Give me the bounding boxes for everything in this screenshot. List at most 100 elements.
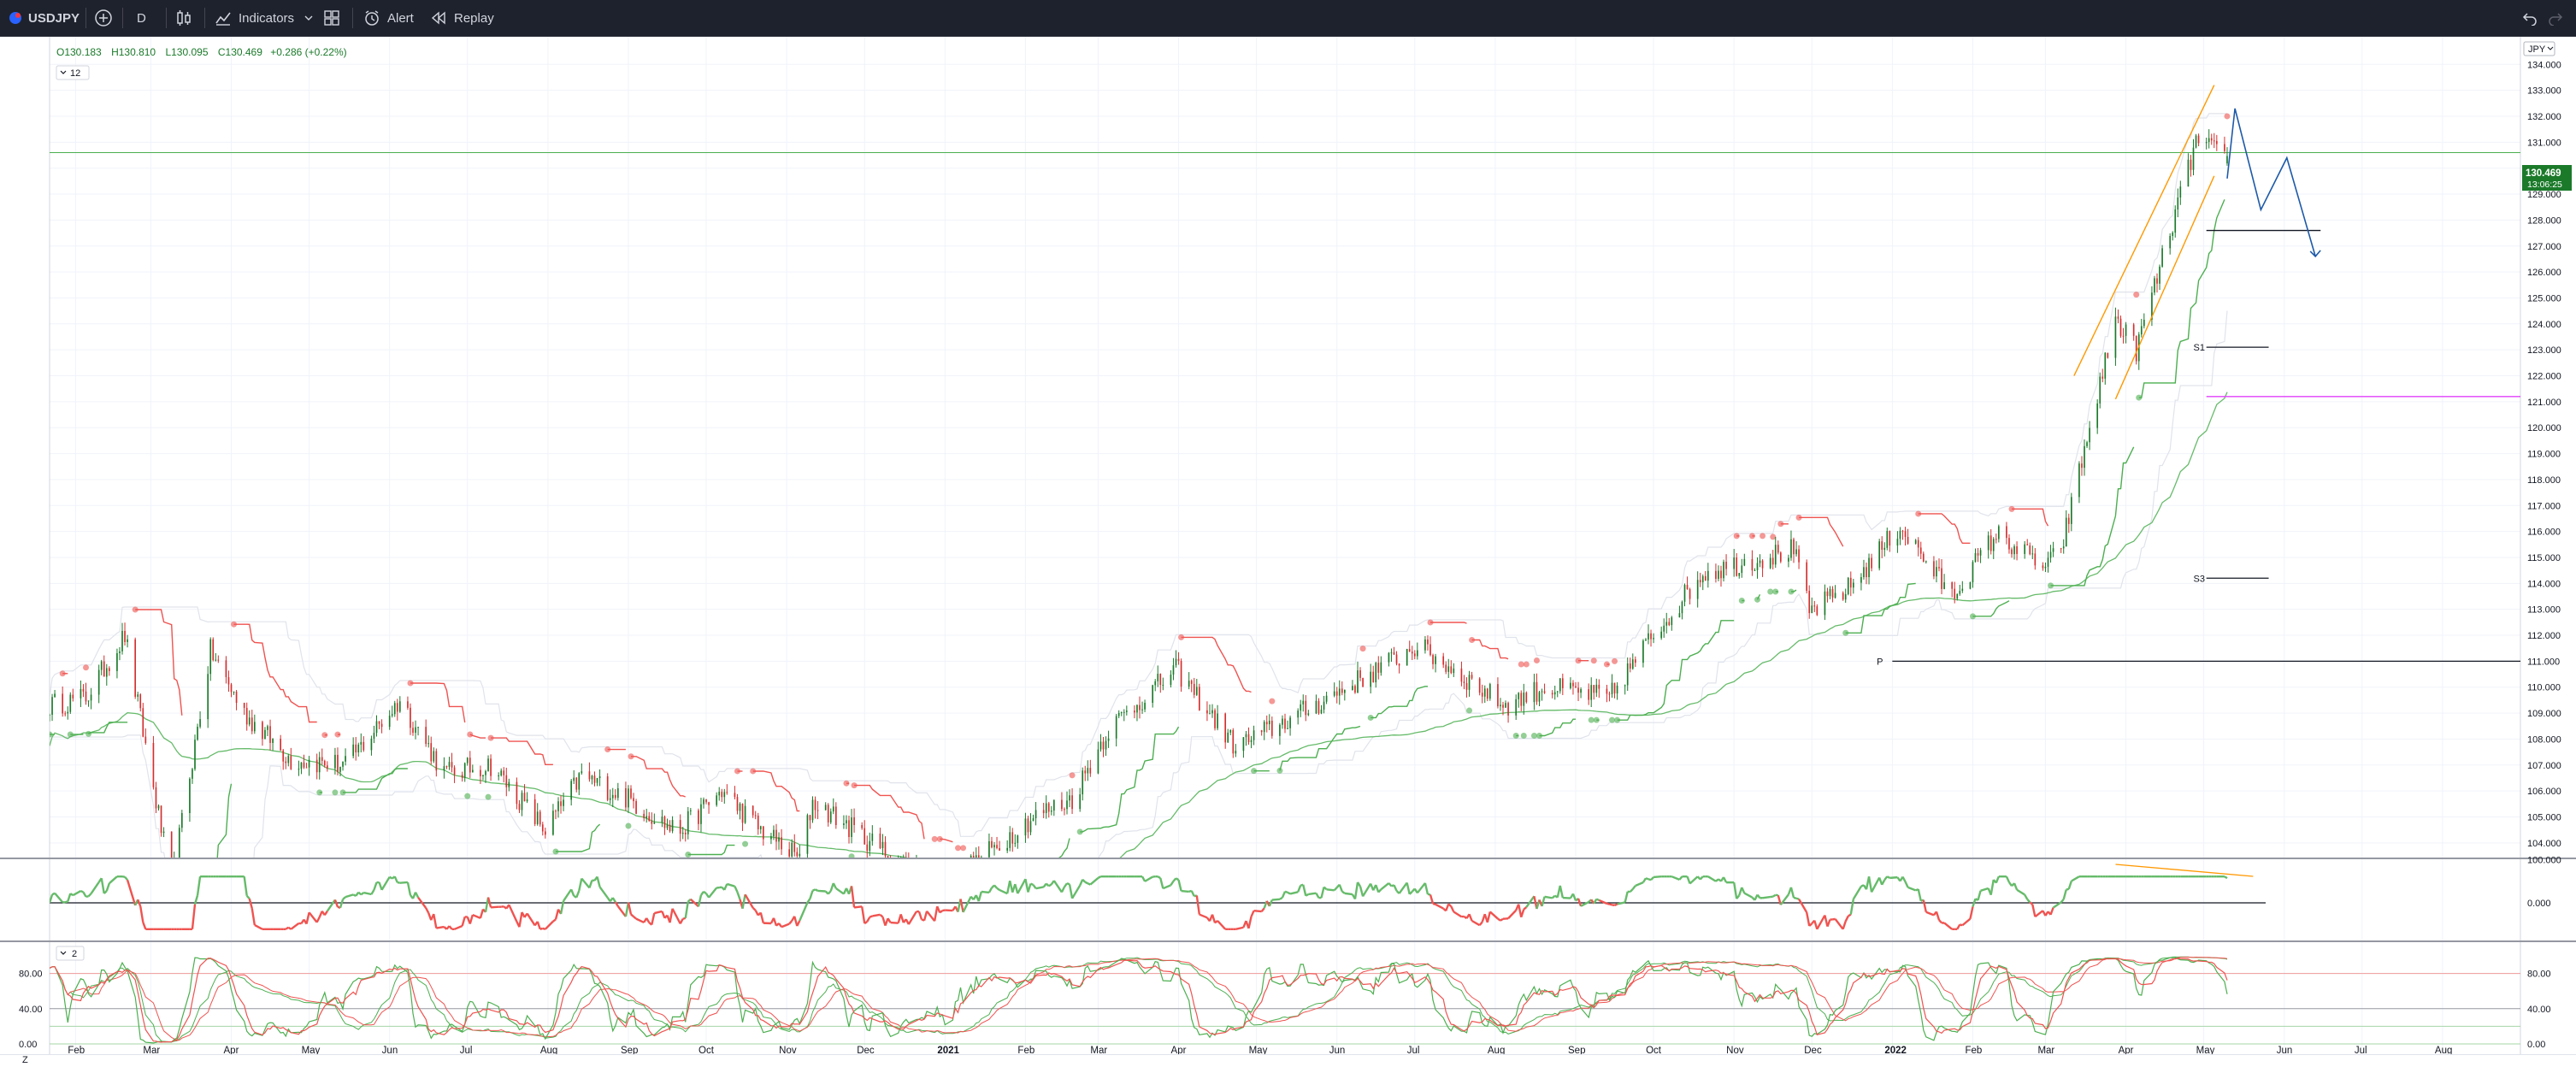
candle-body: [371, 739, 373, 750]
osc1-segment: [813, 889, 816, 890]
chart-style-button[interactable]: [175, 0, 192, 36]
candle-body: [685, 833, 687, 834]
redo-button[interactable]: [2548, 0, 2563, 36]
candle-body: [1399, 663, 1400, 665]
candle-body: [1866, 567, 1867, 577]
chevron-down-icon[interactable]: [304, 15, 313, 21]
candle-body: [2143, 320, 2145, 326]
price-tick: 133.000: [2527, 86, 2561, 97]
osc1-segment: [1085, 882, 1088, 883]
corner-label[interactable]: Z: [22, 1055, 28, 1065]
price-tick: 105.000: [2527, 813, 2561, 823]
candle-body: [537, 811, 539, 824]
candle-body: [1157, 674, 1158, 681]
candle-body: [1341, 688, 1343, 693]
candle-body: [1466, 683, 1468, 690]
supertrend-dot: [1070, 772, 1076, 778]
candle-body: [864, 828, 865, 845]
candle-body: [1069, 795, 1070, 800]
time-tick: Mar: [1090, 1046, 1107, 1054]
candle-body: [2190, 160, 2192, 170]
supertrend-dot: [1589, 717, 1595, 723]
candle-body: [708, 802, 710, 805]
supertrend-dot: [852, 782, 858, 788]
candle-body: [2031, 553, 2033, 554]
supertrend-dot: [2048, 582, 2054, 588]
candle-body: [2053, 548, 2054, 551]
candle-body: [2118, 316, 2119, 318]
interval-button[interactable]: D: [137, 0, 146, 36]
candle-body: [392, 714, 393, 716]
candle-body: [534, 799, 536, 824]
candle-body: [755, 815, 757, 816]
layouts-button[interactable]: [323, 0, 340, 36]
candle-body: [1305, 701, 1306, 716]
candle-body: [1289, 717, 1291, 728]
candle-body: [563, 799, 564, 805]
candle-body: [2081, 463, 2083, 468]
candle-body: [1170, 675, 1172, 685]
candle-body: [2198, 136, 2200, 144]
alert-button[interactable]: Alert: [363, 0, 414, 36]
price-tick: 126.000: [2527, 268, 2561, 278]
time-tick: Mar: [2037, 1046, 2054, 1054]
pivot-label-s3: S3: [2194, 574, 2205, 584]
candle-body: [1523, 693, 1524, 706]
candle-body: [254, 722, 256, 731]
candle-body: [1816, 606, 1818, 615]
candle-body: [1609, 693, 1611, 694]
candle-body: [843, 823, 845, 825]
candle-body: [464, 763, 466, 778]
candle-body: [2084, 446, 2085, 468]
time-tick: Jul: [1407, 1046, 1420, 1054]
currency-button[interactable]: JPY: [2524, 42, 2555, 56]
supertrend-dot: [628, 753, 634, 759]
price-tick: 129.000: [2527, 190, 2561, 200]
candle-body: [1453, 669, 1454, 673]
candle-body: [2154, 278, 2155, 292]
candle-body: [542, 824, 544, 831]
candle-body: [1507, 703, 1509, 716]
chart-icon: [215, 9, 232, 27]
candle-body: [1853, 583, 1854, 588]
candle-body: [500, 770, 502, 775]
osc1-segment: [2225, 876, 2227, 878]
time-tick: Jul: [2355, 1046, 2367, 1054]
candle-body: [1188, 681, 1190, 687]
candle-body: [339, 767, 341, 772]
candle-body: [2016, 546, 2018, 554]
candle-body: [778, 837, 780, 841]
supertrend-dot: [1077, 828, 1083, 834]
candle-body: [1956, 594, 1958, 598]
undo-button[interactable]: [2522, 0, 2538, 36]
candle-body: [812, 799, 814, 820]
stoch-collapse-button[interactable]: 2: [56, 946, 84, 960]
candle-body: [482, 775, 484, 776]
candle-body: [1920, 547, 1922, 553]
indicators-button[interactable]: Indicators: [215, 0, 313, 36]
candle-body: [142, 708, 144, 736]
replay-button[interactable]: Replay: [430, 0, 494, 36]
add-symbol-button[interactable]: [94, 0, 113, 36]
price-tick: 127.000: [2527, 242, 2561, 252]
candle-body: [1176, 659, 1177, 666]
candle-body: [505, 775, 507, 787]
supertrend-dot: [2136, 395, 2142, 401]
supertrend-dot: [843, 781, 849, 787]
ohlc-legend: O130.183 H130.810 L130.095 C130.469 +0.2…: [56, 46, 347, 58]
candle-body: [700, 805, 702, 824]
indicators-collapse-button[interactable]: 12: [56, 66, 89, 80]
candle-body: [1098, 750, 1099, 774]
candle-body: [490, 758, 492, 775]
supertrend-dot: [321, 732, 327, 738]
candle-body: [1191, 681, 1193, 684]
candle-body: [1762, 561, 1764, 569]
supertrend-dot: [1754, 597, 1760, 603]
candle-body: [1525, 693, 1527, 702]
candle-body: [1108, 739, 1110, 741]
symbol-search-button[interactable]: USDJPY: [9, 0, 80, 36]
candle-body: [770, 836, 772, 839]
candle-body: [1700, 580, 1701, 582]
candle-body: [1863, 567, 1865, 577]
